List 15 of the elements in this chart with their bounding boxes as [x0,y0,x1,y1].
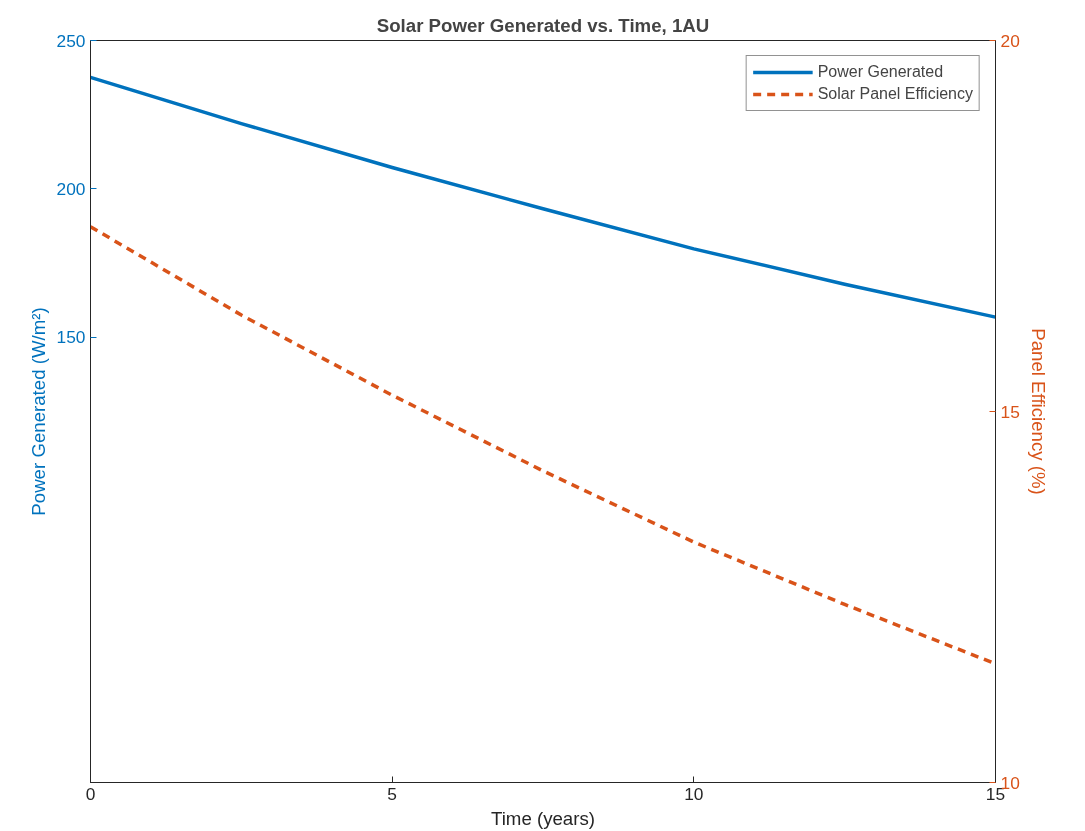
y-tick-label: 200 [56,178,86,199]
x-axis-title: Time (years) [491,807,595,829]
legend-label: Power Generated [817,63,944,81]
x-tick-label: 0 [85,783,96,804]
y-axis-title: Power Generated (W/m²) [27,307,49,516]
y2-tick-label: 15 [1000,401,1020,422]
chart-title: Solar Power Generated vs. Time, 1AU [376,14,710,36]
y-tick-label: 250 [56,30,86,51]
y-tick-label: 150 [56,327,86,348]
y2-tick-label: 20 [1000,30,1020,51]
y2-axis-title: Panel Efficiency (%) [1027,328,1049,495]
x-tick-label: 10 [684,783,704,804]
x-tick-label: 5 [387,783,397,804]
legend-label: Solar Panel Efficiency [817,85,973,103]
line-series [90,75,996,319]
